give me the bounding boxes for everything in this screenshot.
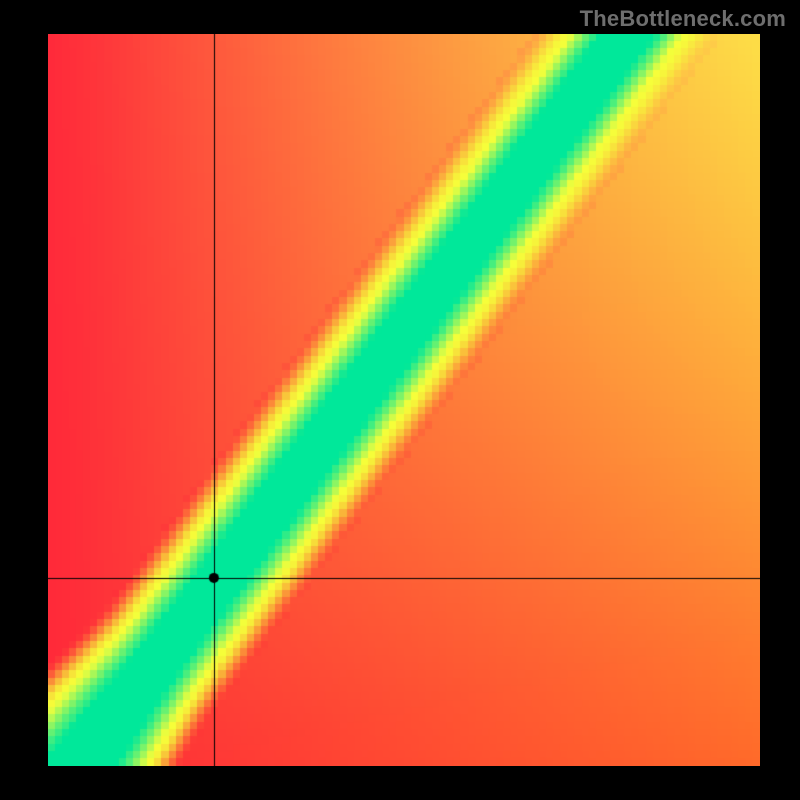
- bottleneck-heatmap: [48, 34, 760, 766]
- watermark-text: TheBottleneck.com: [580, 6, 786, 32]
